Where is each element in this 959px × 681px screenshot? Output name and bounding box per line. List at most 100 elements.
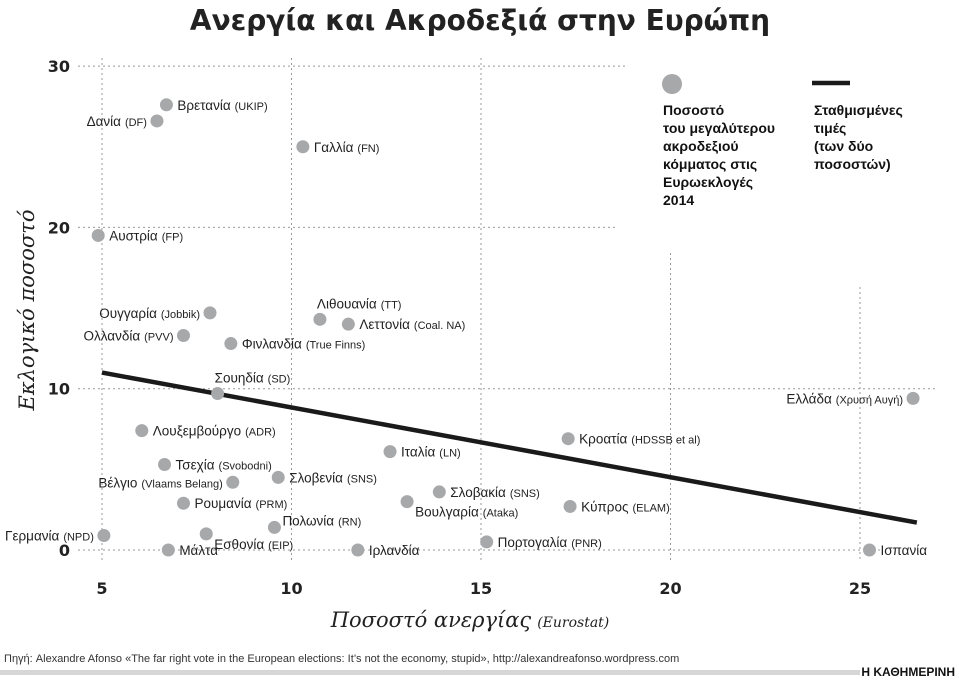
data-point: Γαλλία (FN): [296, 140, 379, 155]
point-party: (LN): [439, 448, 460, 460]
data-point: Ιρλανδία: [351, 543, 420, 558]
legend-point-marker: [662, 74, 682, 94]
point-country: Κύπρος: [581, 499, 629, 514]
data-point: Μάλτα: [161, 543, 218, 558]
legend-points-text: κόμματος στις: [663, 156, 757, 172]
x-tick-label: 10: [280, 579, 302, 598]
point-marker: [561, 432, 575, 446]
point-label: Ελλάδα (Χρυσή Αυγή): [786, 391, 903, 406]
point-country: Εσθονία: [214, 537, 264, 552]
point-party: (EIP): [268, 540, 293, 552]
data-point: Λεττονία (Coal. NA): [341, 317, 465, 332]
legend-line-text: Σταθμισμένες: [814, 102, 903, 118]
point-marker: [432, 485, 446, 499]
point-party: (ELAM): [632, 502, 669, 514]
point-marker: [383, 445, 397, 459]
legend-line-text: (των δύο: [814, 138, 873, 154]
point-marker: [296, 140, 310, 154]
point-marker: [313, 312, 327, 326]
point-country: Ελλάδα: [786, 391, 832, 406]
point-country: Πορτογαλία: [498, 535, 568, 550]
point-label: Ουγγαρία (Jobbik): [99, 306, 200, 321]
legend: Ποσοστό του μεγαλύτερου ακροδεξιού κόμματος…: [662, 74, 903, 208]
footer-bar: [0, 670, 860, 675]
legend-points-text: Ευρωεκλογές: [663, 174, 753, 190]
legend-line-text: ποσοστών): [814, 156, 891, 172]
brand-logo: Η ΚΑΘΗΜΕΡΙΝΗ: [861, 665, 955, 679]
point-country: Λεττονία: [359, 317, 410, 332]
point-country: Βουλγαρία: [415, 505, 479, 520]
point-marker: [862, 543, 876, 557]
point-label: Φινλανδία (True Finns): [242, 337, 365, 352]
point-country: Τσεχία: [176, 458, 215, 473]
point-party: (RN): [338, 516, 361, 528]
point-marker: [91, 228, 105, 242]
point-label: Σλοβενία (SNS): [289, 470, 377, 485]
point-party: (PVV): [144, 331, 173, 343]
data-point: Λουξεμβούργο (ADR): [135, 424, 276, 439]
point-marker: [159, 98, 173, 112]
point-country: Γαλλία: [314, 140, 354, 155]
point-party: (PRM): [256, 499, 288, 511]
point-label: Ιταλία (LN): [401, 445, 461, 460]
point-marker: [400, 495, 414, 509]
chart-title: Ανεργία και Ακροδεξιά στην Ευρώπη: [190, 4, 770, 37]
point-party: (True Finns): [306, 340, 366, 352]
point-label: Τσεχία (Svobodni): [176, 458, 272, 473]
data-point: Ιταλία (LN): [383, 445, 461, 460]
point-label: Σουηδία (SD): [215, 371, 291, 386]
point-marker: [97, 528, 111, 542]
y-tick-label: 20: [48, 218, 70, 237]
point-marker: [267, 520, 281, 534]
gridlines: [78, 58, 935, 560]
point-country: Ολλανδία: [83, 328, 140, 343]
point-label: Βέλγιο (Vlaams Belang): [98, 475, 222, 490]
point-country: Φινλανδία: [242, 337, 302, 352]
data-point: Φινλανδία (True Finns): [224, 337, 365, 352]
x-axis-note: (Eurostat): [537, 615, 609, 631]
point-party: (SNS): [510, 488, 540, 500]
point-country: Σουηδία: [215, 371, 264, 386]
point-country: Ουγγαρία: [99, 306, 157, 321]
point-label: Ρουμανία (PRM): [194, 496, 287, 511]
point-label: Κύπρος (ELAM): [581, 499, 670, 514]
data-point: Λιθουανία (TT): [313, 296, 401, 326]
point-marker: [224, 337, 238, 351]
x-tick-label: 20: [659, 579, 681, 598]
data-point: Βέλγιο (Vlaams Belang): [98, 475, 240, 490]
point-marker: [906, 391, 920, 405]
point-party: (Svobodni): [219, 461, 272, 473]
point-party: (HDSSB et al): [631, 435, 700, 447]
point-country: Ιρλανδία: [369, 543, 420, 558]
data-point: Σλοβακία (SNS): [432, 485, 540, 500]
point-label: Γαλλία (FN): [314, 140, 380, 155]
source-note: Πηγή: Alexandre Afonso «The far right vo…: [4, 653, 679, 665]
point-country: Αυστρία: [109, 228, 158, 243]
point-marker: [211, 387, 225, 401]
point-marker: [480, 535, 494, 549]
point-party: (Vlaams Belang): [141, 478, 222, 490]
x-axis-label: Ποσοστό ανεργίας: [330, 608, 532, 632]
point-label: Ισπανία: [880, 543, 927, 558]
point-label: Δανία (DF): [87, 114, 147, 129]
point-country: Σλοβενία: [289, 470, 343, 485]
point-party: (TT): [381, 299, 402, 311]
point-marker: [161, 543, 175, 557]
point-party: (SD): [268, 374, 291, 386]
point-party: (DF): [125, 117, 147, 129]
point-label: Ιρλανδία: [369, 543, 420, 558]
point-label: Βρετανία (UKIP): [177, 98, 267, 113]
data-point: Κροατία (HDSSB et al): [561, 432, 700, 447]
point-party: (PNR): [571, 538, 602, 550]
point-label: Βουλγαρία (Ataka): [415, 505, 518, 520]
point-marker: [158, 458, 172, 472]
point-country: Λιθουανία: [317, 296, 377, 311]
data-point: Γερμανία (NPD): [5, 528, 111, 543]
point-party: (Jobbik): [161, 309, 200, 321]
point-label: Μάλτα: [179, 543, 218, 558]
point-country: Μάλτα: [179, 543, 218, 558]
legend-line-text: τιμές: [814, 120, 846, 136]
data-point: Εσθονία (EIP): [199, 527, 293, 552]
x-tick-label: 15: [470, 579, 492, 598]
